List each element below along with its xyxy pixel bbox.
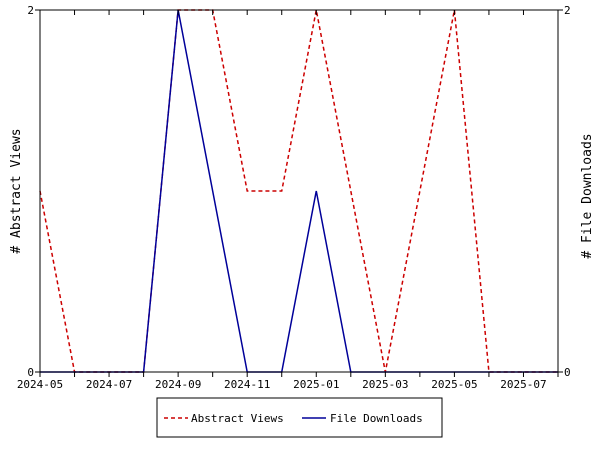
y-left-tick-label: 2 [27, 4, 34, 17]
x-tick-label: 2024-09 [155, 378, 201, 391]
series-line-file-downloads [40, 9, 558, 373]
y-left-tick-label: 0 [27, 366, 34, 379]
y-axis-right-title: # File Downloads [580, 133, 595, 258]
legend: Abstract Views File Downloads [156, 397, 443, 438]
x-tick-label: 2025-07 [500, 378, 546, 391]
y-right-tick-label: 0 [564, 366, 571, 379]
x-tick-label: 2025-03 [362, 378, 408, 391]
plot-frame [39, 9, 559, 373]
y-right-tick-label: 2 [564, 4, 571, 17]
x-tick-label: 2024-11 [224, 378, 270, 391]
x-tick-label: 2024-05 [17, 378, 63, 391]
axes: 2024-05 2024-07 2024-09 2024-11 2025-01 2025-… [17, 4, 571, 391]
y-axis-left-title: # Abstract Views [9, 128, 24, 253]
x-tick-label: 2024-07 [86, 378, 132, 391]
series-line-abstract-views [39, 9, 558, 373]
legend-label-abstract-views: Abstract Views [191, 412, 284, 425]
x-tick-label: 2025-05 [431, 378, 477, 391]
legend-label-file-downloads: File Downloads [330, 412, 423, 425]
x-tick-label: 2025-01 [293, 378, 339, 391]
plot-area [39, 9, 558, 373]
legend-box [156, 397, 443, 438]
